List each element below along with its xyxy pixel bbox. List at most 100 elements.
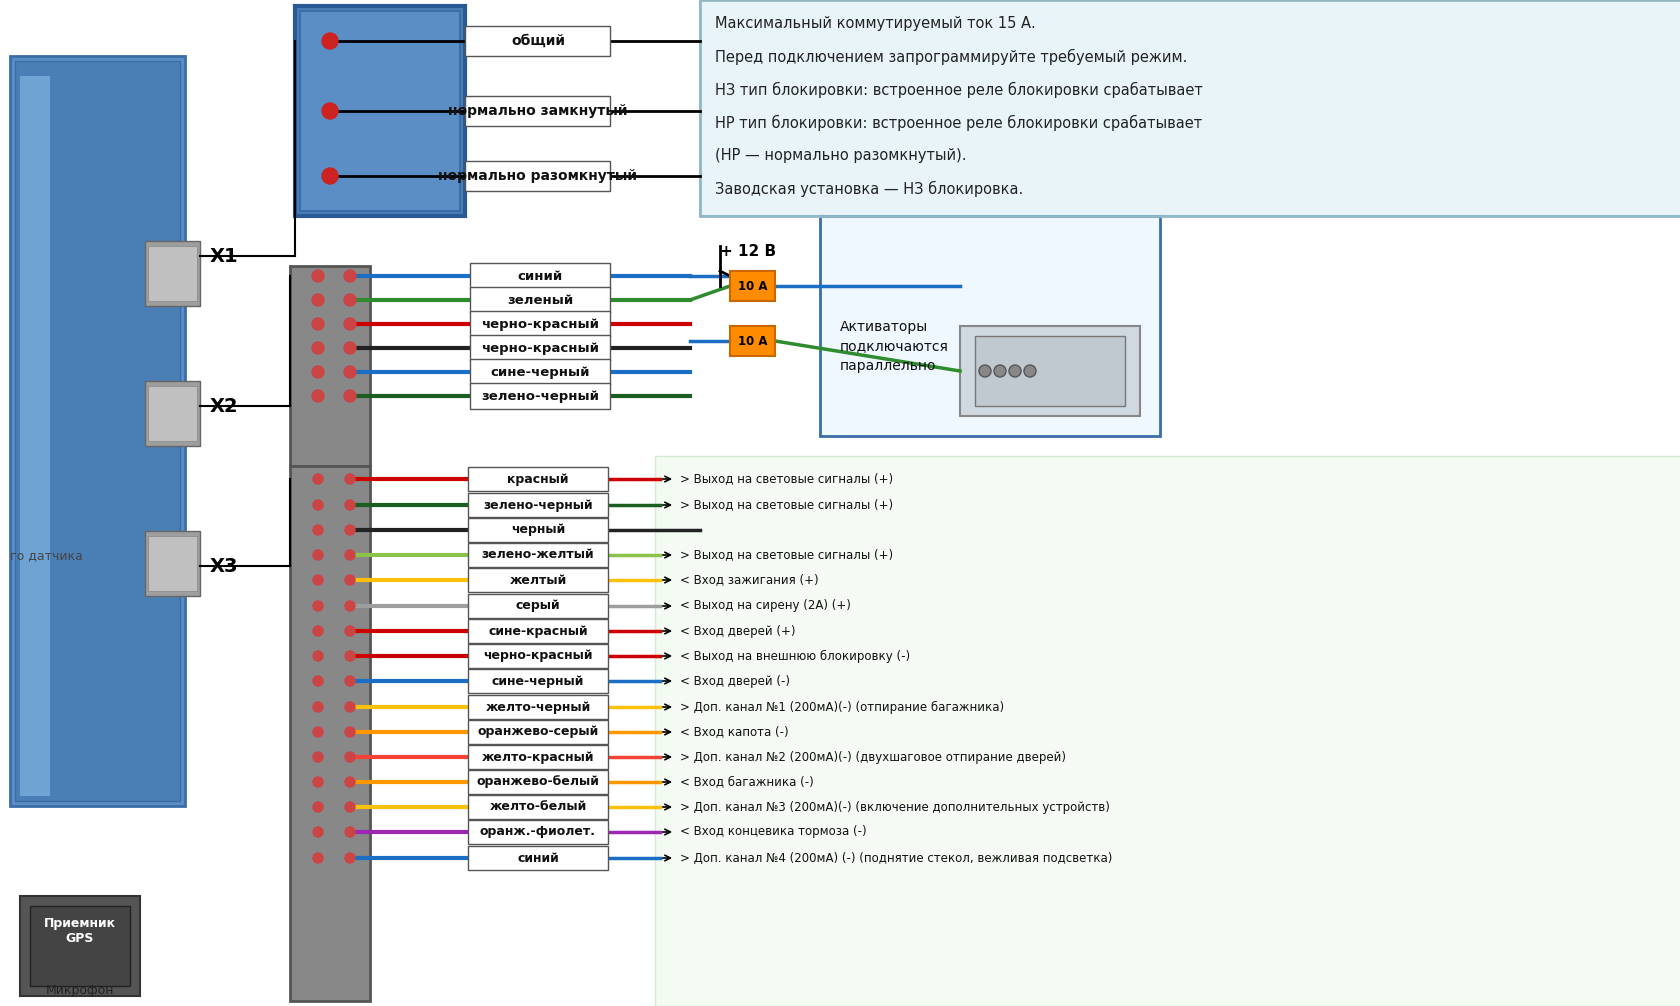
- Text: зелено-желтый: зелено-желтый: [482, 548, 595, 561]
- Text: X1: X1: [210, 246, 239, 266]
- FancyBboxPatch shape: [148, 536, 197, 591]
- FancyBboxPatch shape: [299, 11, 460, 211]
- Circle shape: [344, 752, 354, 762]
- Circle shape: [993, 365, 1005, 377]
- Circle shape: [323, 33, 338, 49]
- Circle shape: [312, 702, 323, 712]
- Circle shape: [978, 365, 991, 377]
- Text: < Выход на сирену (2А) (+): < Выход на сирену (2А) (+): [680, 600, 850, 613]
- Circle shape: [312, 575, 323, 585]
- Text: Перед подключением запрограммируйте требуемый режим.: Перед подключением запрограммируйте треб…: [714, 49, 1186, 65]
- Text: + 12 В: + 12 В: [719, 243, 776, 259]
- FancyBboxPatch shape: [465, 161, 610, 191]
- Text: < Вход багажника (-): < Вход багажника (-): [680, 776, 813, 789]
- FancyBboxPatch shape: [467, 568, 608, 592]
- Text: 10 А: 10 А: [738, 280, 768, 293]
- Text: < Вход капота (-): < Вход капота (-): [680, 725, 788, 738]
- FancyBboxPatch shape: [729, 326, 774, 356]
- Circle shape: [344, 390, 356, 402]
- Circle shape: [312, 827, 323, 837]
- Circle shape: [344, 651, 354, 661]
- Text: желтый: желтый: [509, 573, 566, 586]
- FancyBboxPatch shape: [467, 543, 608, 567]
- Text: черно-красный: черно-красный: [480, 341, 598, 354]
- FancyBboxPatch shape: [470, 359, 610, 385]
- Circle shape: [312, 853, 323, 863]
- Text: НР тип блокировки: встроенное реле блокировки срабатывает: НР тип блокировки: встроенное реле блоки…: [714, 115, 1201, 131]
- Text: сине-черный: сине-черный: [491, 365, 590, 378]
- Text: > Выход на световые сигналы (+): > Выход на световые сигналы (+): [680, 473, 892, 486]
- Text: зелено-черный: зелено-черный: [480, 389, 598, 402]
- FancyBboxPatch shape: [10, 56, 185, 806]
- FancyBboxPatch shape: [467, 669, 608, 693]
- Text: < Выход на внешнюю блокировку (-): < Выход на внешнюю блокировку (-): [680, 650, 909, 663]
- Text: > Доп. канал №2 (200мА)(-) (двухшаговое отпирание дверей): > Доп. канал №2 (200мА)(-) (двухшаговое …: [680, 750, 1065, 764]
- FancyBboxPatch shape: [148, 386, 197, 441]
- Circle shape: [344, 474, 354, 484]
- Text: 10 А: 10 А: [738, 335, 768, 347]
- FancyBboxPatch shape: [470, 383, 610, 409]
- FancyBboxPatch shape: [467, 518, 608, 542]
- FancyBboxPatch shape: [467, 467, 608, 491]
- FancyBboxPatch shape: [144, 531, 200, 596]
- Circle shape: [344, 702, 354, 712]
- Text: < Вход концевика тормоза (-): < Вход концевика тормоза (-): [680, 826, 867, 838]
- Circle shape: [312, 474, 323, 484]
- Circle shape: [344, 318, 356, 330]
- Text: Заводская установка — НЗ блокировка.: Заводская установка — НЗ блокировка.: [714, 181, 1023, 197]
- Circle shape: [1023, 365, 1035, 377]
- FancyBboxPatch shape: [470, 335, 610, 361]
- Circle shape: [312, 601, 323, 611]
- Text: сине-черный: сине-черный: [492, 674, 585, 687]
- Circle shape: [344, 727, 354, 737]
- FancyBboxPatch shape: [729, 271, 774, 301]
- Text: оранжево-белый: оранжево-белый: [475, 776, 600, 789]
- FancyBboxPatch shape: [467, 820, 608, 844]
- FancyBboxPatch shape: [470, 311, 610, 337]
- Circle shape: [312, 525, 323, 535]
- Text: (НР — нормально разомкнутый).: (НР — нормально разомкнутый).: [714, 148, 966, 163]
- Text: сине-красный: сине-красный: [487, 625, 588, 638]
- FancyBboxPatch shape: [655, 456, 1680, 1006]
- Circle shape: [312, 550, 323, 560]
- Circle shape: [312, 366, 324, 378]
- FancyBboxPatch shape: [294, 6, 465, 216]
- FancyBboxPatch shape: [15, 61, 180, 801]
- Circle shape: [1008, 365, 1020, 377]
- Text: Максимальный коммутируемый ток 15 А.: Максимальный коммутируемый ток 15 А.: [714, 16, 1035, 31]
- Text: > Выход на световые сигналы (+): > Выход на световые сигналы (+): [680, 548, 892, 561]
- FancyBboxPatch shape: [467, 493, 608, 517]
- Text: го датчика: го датчика: [10, 549, 82, 562]
- Circle shape: [344, 366, 356, 378]
- FancyBboxPatch shape: [699, 0, 1680, 216]
- FancyBboxPatch shape: [820, 216, 1159, 436]
- Circle shape: [312, 802, 323, 812]
- Circle shape: [344, 601, 354, 611]
- Circle shape: [312, 390, 324, 402]
- Circle shape: [344, 294, 356, 306]
- Text: X3: X3: [210, 556, 239, 575]
- Circle shape: [344, 525, 354, 535]
- Text: Микрофон: Микрофон: [45, 985, 114, 998]
- Circle shape: [312, 777, 323, 787]
- Text: оранж.-фиолет.: оранж.-фиолет.: [480, 826, 596, 838]
- Circle shape: [323, 103, 338, 119]
- Circle shape: [344, 500, 354, 510]
- Circle shape: [312, 342, 324, 354]
- Text: желто-красный: желто-красный: [482, 750, 595, 764]
- Text: серый: серый: [516, 600, 559, 613]
- Text: черно-красный: черно-красный: [480, 318, 598, 331]
- FancyBboxPatch shape: [467, 695, 608, 719]
- FancyBboxPatch shape: [470, 263, 610, 289]
- Text: > Доп. канал №4 (200мА) (-) (поднятие стекол, вежливая подсветка): > Доп. канал №4 (200мА) (-) (поднятие ст…: [680, 851, 1112, 864]
- Circle shape: [312, 676, 323, 686]
- Text: X2: X2: [210, 396, 239, 415]
- FancyBboxPatch shape: [974, 336, 1124, 406]
- Circle shape: [312, 626, 323, 636]
- FancyBboxPatch shape: [291, 466, 370, 1001]
- Text: синий: синий: [517, 851, 558, 864]
- FancyBboxPatch shape: [467, 720, 608, 744]
- Text: < Вход дверей (+): < Вход дверей (+): [680, 625, 795, 638]
- Text: желто-черный: желто-черный: [486, 700, 590, 713]
- Text: < Вход зажигания (+): < Вход зажигания (+): [680, 573, 818, 586]
